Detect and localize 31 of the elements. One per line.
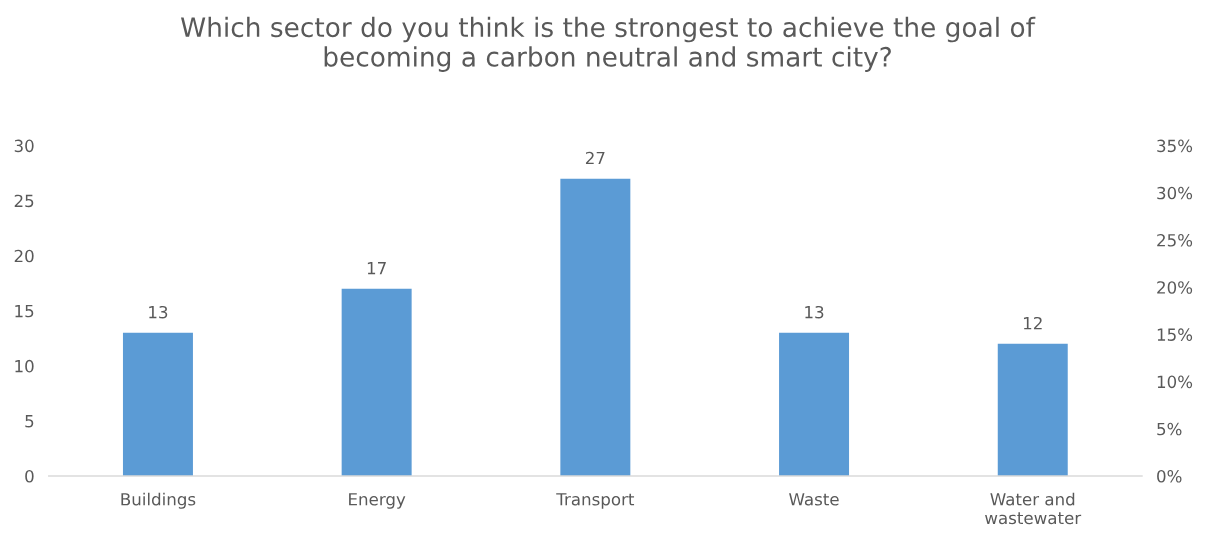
x-tick-label: Energy	[349, 493, 406, 509]
chart-title: Which sector do you think is the strongest to achieve the goal of becoming a carbon neutral and smart city?	[180, 16, 1036, 72]
y-tick-label: 15	[15, 304, 34, 318]
y-tick-label: 30	[14, 139, 34, 153]
x-tick-label: Transport	[556, 493, 635, 509]
bar	[341, 288, 412, 476]
y-tick-label: 10	[15, 359, 34, 373]
y-tick-label: 5	[25, 415, 34, 428]
bar	[997, 343, 1068, 476]
x-tick-label: Waste	[789, 493, 839, 506]
y2-tick-label: 10%	[1157, 375, 1193, 389]
x-tick-label: Buildings	[121, 492, 196, 509]
y2-tick-label: 0%	[1157, 469, 1182, 483]
x-tick-label: Water and wastewater	[985, 492, 1082, 525]
data-label: 12	[1023, 316, 1042, 330]
data-label: 17	[367, 262, 386, 275]
data-label: 13	[149, 305, 168, 319]
y2-tick-label: 30%	[1157, 186, 1193, 200]
data-label: 13	[805, 305, 824, 319]
y2-tick-label: 35%	[1157, 139, 1193, 153]
bar	[779, 332, 850, 476]
y-tick-label: 0	[25, 469, 34, 483]
y2-tick-label: 5%	[1157, 422, 1182, 436]
y2-tick-label: 25%	[1157, 233, 1193, 247]
y2-tick-label: 20%	[1157, 281, 1193, 294]
bar	[122, 332, 193, 476]
y2-tick-label: 15%	[1157, 328, 1193, 341]
data-label: 27	[585, 151, 605, 165]
y-tick-label: 25	[14, 194, 34, 208]
y-tick-label: 20	[14, 249, 34, 263]
bar	[560, 178, 631, 476]
